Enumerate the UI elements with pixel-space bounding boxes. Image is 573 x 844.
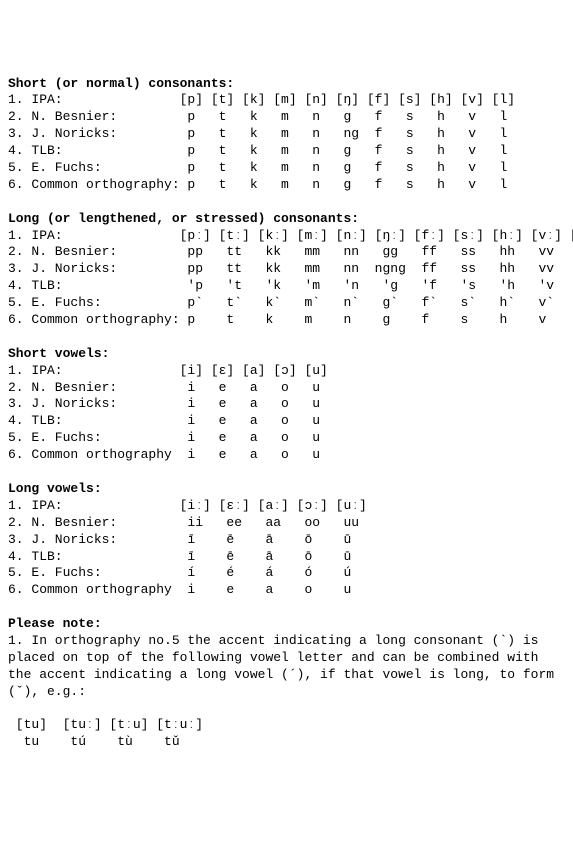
- table-row: 1. IPA: [pː] [tː] [kː] [mː] [nː] [ŋː] [f…: [8, 228, 573, 243]
- table-row: 4. TLB: ī ē ā ō ū: [8, 549, 375, 564]
- table-row: 3. J. Noricks: i e a o u: [8, 396, 336, 411]
- table-row: 2. N. Besnier: p t k m n g f s h v l: [8, 109, 523, 124]
- table-row: 1. IPA: [i] [ɛ] [a] [ɔ] [u]: [8, 363, 336, 378]
- table-row: 4. TLB: p t k m n g f s h v l: [8, 143, 523, 158]
- table-row: 3. J. Noricks: p t k m n ng f s h v l: [8, 126, 523, 141]
- table-row: 6. Common orthography: p t k m n g f s h…: [8, 312, 573, 327]
- table-row: 5. E. Fuchs: p t k m n g f s h v l: [8, 160, 523, 175]
- table-row: 5. E. Fuchs: i e a o u: [8, 430, 336, 445]
- note-example-row: [tu] [tuː] [tːu] [tːuː]: [8, 717, 203, 732]
- note-example-row: tu tú tù tǔ: [8, 734, 180, 749]
- table-row: 4. TLB: 'p 't 'k 'm 'n 'g 'f 's 'h 'v 'l: [8, 278, 573, 293]
- table-row: 4. TLB: i e a o u: [8, 413, 336, 428]
- table-row: 3. J. Noricks: pp tt kk mm nn ngng ff ss…: [8, 261, 573, 276]
- table-row: 5. E. Fuchs: p` t` k` m` n` g` f` s` h` …: [8, 295, 573, 310]
- document-root: Short (or normal) consonants: 1. IPA: [p…: [8, 76, 565, 752]
- table-row: 2. N. Besnier: pp tt kk mm nn gg ff ss h…: [8, 244, 573, 259]
- note-title: Please note:: [8, 616, 102, 631]
- section-title: Long vowels:: [8, 481, 102, 496]
- section-title: Short vowels:: [8, 346, 109, 361]
- section-title: Long (or lengthened, or stressed) conson…: [8, 211, 359, 226]
- table-row: 6. Common orthography: p t k m n g f s h…: [8, 177, 523, 192]
- table-row: 5. E. Fuchs: í é á ó ú: [8, 565, 375, 580]
- table-row: 1. IPA: [iː] [ɛː] [aː] [ɔː] [uː]: [8, 498, 375, 513]
- section-title: Short (or normal) consonants:: [8, 76, 234, 91]
- table-row: 6. Common orthography i e a o u: [8, 447, 336, 462]
- table-row: 1. IPA: [p] [t] [k] [m] [n] [ŋ] [f] [s] …: [8, 92, 523, 107]
- table-row: 2. N. Besnier: i e a o u: [8, 380, 336, 395]
- note-text: 1. In orthography no.5 the accent indica…: [8, 633, 554, 699]
- table-row: 3. J. Noricks: ī ē ā ō ū: [8, 532, 375, 547]
- table-row: 6. Common orthography i e a o u: [8, 582, 375, 597]
- table-row: 2. N. Besnier: ii ee aa oo uu: [8, 515, 375, 530]
